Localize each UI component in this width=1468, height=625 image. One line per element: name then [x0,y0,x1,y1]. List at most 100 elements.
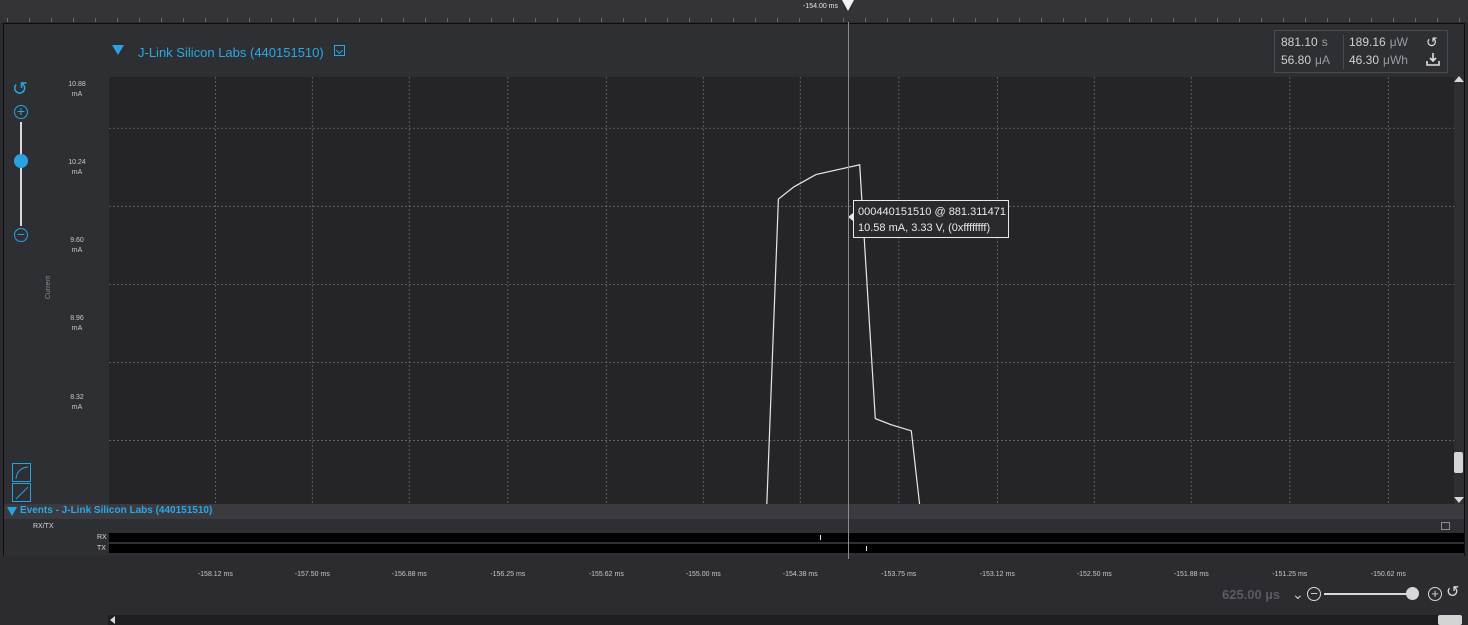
device-dropdown-icon[interactable] [334,45,345,56]
x-tick-label: -155.00 ms [685,571,721,578]
horizontal-scroll-thumb[interactable] [1438,615,1462,625]
ruler-tick [51,18,52,22]
x-tick-label: -158.12 ms [197,571,233,578]
events-menu-icon[interactable] [1441,522,1450,530]
y-tick-label: 9.60 mA [57,236,97,256]
ruler-tick [689,18,690,22]
ruler-tick [997,18,998,22]
events-panel: RX/TX RX TX [4,520,1464,556]
ruler-tick [95,18,96,22]
ruler-tick [117,18,118,22]
ruler-tick [975,18,976,22]
ruler-tick [1415,18,1416,22]
stat-time-value: 881.10 [1281,35,1318,49]
stat-current-value: 56.80 [1281,53,1312,67]
ruler-tick [7,18,8,22]
stat-energy-unit: μWh [1383,53,1408,67]
x-tick-label: -150.62 ms [1370,571,1406,578]
vertical-zoom-slider[interactable] [20,122,22,226]
current-series-line [766,164,921,504]
ruler-tick [953,18,954,22]
ruler-tick [667,18,668,22]
tx-event-mark[interactable] [866,546,867,551]
y-tick-label: 10.88 mA [57,80,97,100]
horizontal-zoom-reset-icon[interactable]: ↺ [1446,584,1460,601]
horizontal-zoom-out-icon[interactable]: − [1307,587,1321,601]
chevron-down-icon[interactable]: ⌄ [1292,586,1304,602]
rx-lane[interactable] [109,533,1464,542]
ruler-tick [535,18,536,22]
ruler-tick [403,18,404,22]
tx-lane[interactable] [109,544,1464,553]
ruler-tick [73,18,74,22]
y-tick-value: 10.24 [68,159,86,167]
events-collapse-icon[interactable] [7,507,17,516]
ruler-tick [447,18,448,22]
horizontal-zoom-slider[interactable] [1324,593,1412,595]
stats-reset-icon[interactable]: ↺ [1426,34,1438,50]
vertical-scroll-thumb[interactable] [1454,452,1463,473]
ruler-tick [1019,18,1020,22]
y-tick-unit: mA [71,247,83,255]
y-tick-value: 8.96 [70,315,84,323]
ruler-tick [1261,18,1262,22]
horizontal-scrollbar[interactable] [108,615,1462,625]
scroll-down-icon[interactable] [1454,497,1464,503]
ruler-tick [909,18,910,22]
ruler-tick [513,18,514,22]
zoom-out-icon[interactable]: − [14,227,28,242]
y-tick-value: 10.88 [68,81,86,89]
linear-mode-icon[interactable] [12,483,31,502]
ruler-tick [733,18,734,22]
zoom-reset-icon[interactable]: ↺ [12,79,28,100]
x-tick-label: -155.62 ms [588,571,624,578]
rx-event-mark[interactable] [820,535,821,540]
zoom-in-icon[interactable]: + [14,104,28,119]
ruler-tick [1239,18,1240,22]
cursor-marker-icon[interactable] [842,0,854,11]
scroll-up-icon[interactable] [1454,76,1464,82]
vertical-zoom-knob[interactable] [14,154,28,168]
ruler-tick [1063,18,1064,22]
x-tick-label: -152.50 ms [1076,571,1112,578]
export-icon[interactable] [1426,52,1440,66]
stat-current-unit: μA [1315,53,1330,67]
ruler-tick [755,18,756,22]
curve-mode-icon[interactable] [12,463,31,482]
events-title: Events - J-Link Silicon Labs (440151510) [20,505,213,516]
y-tick-label: 10.24 mA [57,158,97,178]
scroll-left-icon[interactable] [110,616,115,624]
zoom-level-value[interactable]: 625.00 µs [1222,587,1281,602]
stat-time-unit: s [1321,35,1328,49]
ruler-tick [1283,18,1284,22]
cursor-line[interactable] [848,22,849,559]
x-tick-label: -151.88 ms [1173,571,1209,578]
stat-energy: 46.30 μWh [1349,53,1408,67]
ruler-tick [1371,18,1372,22]
x-tick-label: -154.38 ms [782,571,818,578]
tooltip-line-2: 10.58 mA, 3.33 V, (0xffffffff) [858,222,991,234]
ruler-tick [1085,18,1086,22]
events-header[interactable] [4,504,1464,519]
horizontal-zoom-in-icon[interactable]: + [1428,587,1442,601]
time-ruler[interactable] [0,0,1468,22]
x-tick-label: -153.12 ms [979,571,1015,578]
ruler-tick [139,18,140,22]
ruler-tick [161,18,162,22]
tooltip-pointer [848,213,853,221]
ruler-tick [29,18,30,22]
y-tick-value: 8.32 [70,393,84,401]
plot-area[interactable] [109,77,1454,504]
collapse-triangle-icon[interactable] [112,45,124,55]
ruler-tick [337,18,338,22]
ruler-tick [491,18,492,22]
y-tick-label: 8.96 mA [57,314,97,334]
stat-current: 56.80 μA [1281,53,1330,67]
ruler-tick [1041,18,1042,22]
y-tick-label: 8.32 mA [57,393,97,413]
ruler-tick [1217,18,1218,22]
ruler-tick [821,18,822,22]
horizontal-zoom-knob[interactable] [1406,587,1419,600]
ruler-tick [865,18,866,22]
current-chart [109,77,1454,504]
